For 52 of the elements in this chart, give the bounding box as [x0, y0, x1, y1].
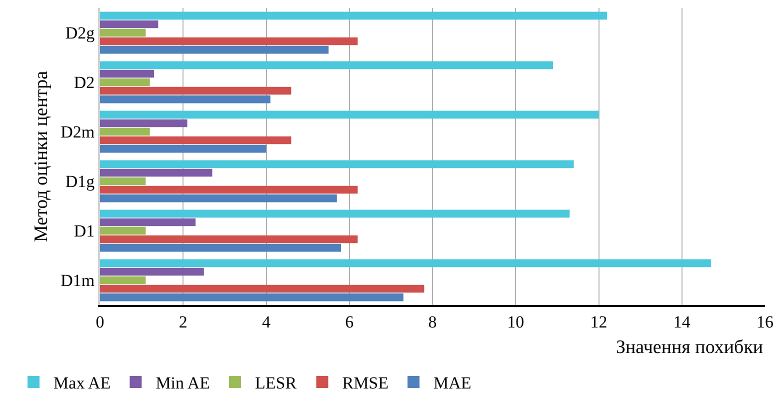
x-tick-label: 14 [673, 312, 691, 332]
bar [100, 37, 358, 46]
bar [100, 177, 146, 186]
bar [100, 284, 424, 293]
bar [100, 186, 358, 194]
bar [100, 70, 154, 78]
legend-label: Min AE [156, 374, 210, 393]
x-tick-label: 16 [756, 312, 774, 332]
bar [100, 95, 270, 104]
legend-label: MAE [434, 374, 472, 393]
x-tick-label: 10 [507, 312, 524, 332]
bar [100, 110, 599, 119]
bar [100, 136, 292, 144]
bar [100, 61, 554, 70]
y-tick-label: D1g [65, 172, 96, 192]
y-tick-label: D2 [74, 73, 95, 92]
bar [100, 28, 146, 37]
x-tick-label: 8 [428, 312, 437, 332]
bar [100, 226, 146, 235]
bar [100, 210, 570, 218]
bar [100, 276, 146, 284]
bar [100, 12, 608, 20]
y-tick-label: D2m [60, 122, 95, 142]
bar [100, 20, 158, 28]
x-tick-label: 0 [96, 312, 104, 332]
y-tick-label: D2g [65, 24, 96, 43]
bar [100, 78, 150, 86]
y-axis-title: Метод оцінки центра [30, 70, 52, 242]
bar [100, 86, 292, 95]
x-tick-label: 6 [345, 312, 354, 332]
x-tick-label: 4 [262, 312, 271, 332]
y-tick-label: D1m [60, 271, 95, 290]
x-tick-label: 2 [178, 312, 188, 332]
x-axis-title: Значення похибки [616, 337, 764, 358]
bar [100, 168, 212, 177]
bar [100, 244, 342, 252]
bar [100, 218, 196, 226]
bar [100, 119, 188, 128]
bar [100, 128, 150, 136]
bar [100, 46, 329, 54]
bar [100, 235, 358, 244]
bar [100, 194, 337, 202]
bar [100, 160, 574, 168]
bar [100, 293, 404, 302]
bar [100, 268, 204, 276]
x-tick-label: 12 [590, 312, 608, 332]
y-tick-label: D1 [74, 222, 95, 241]
legend-label: Max AE [54, 374, 111, 393]
bar [100, 259, 711, 268]
legend-label: LESR [255, 374, 298, 393]
legend-label: RMSE [342, 374, 389, 393]
bar [100, 144, 266, 153]
